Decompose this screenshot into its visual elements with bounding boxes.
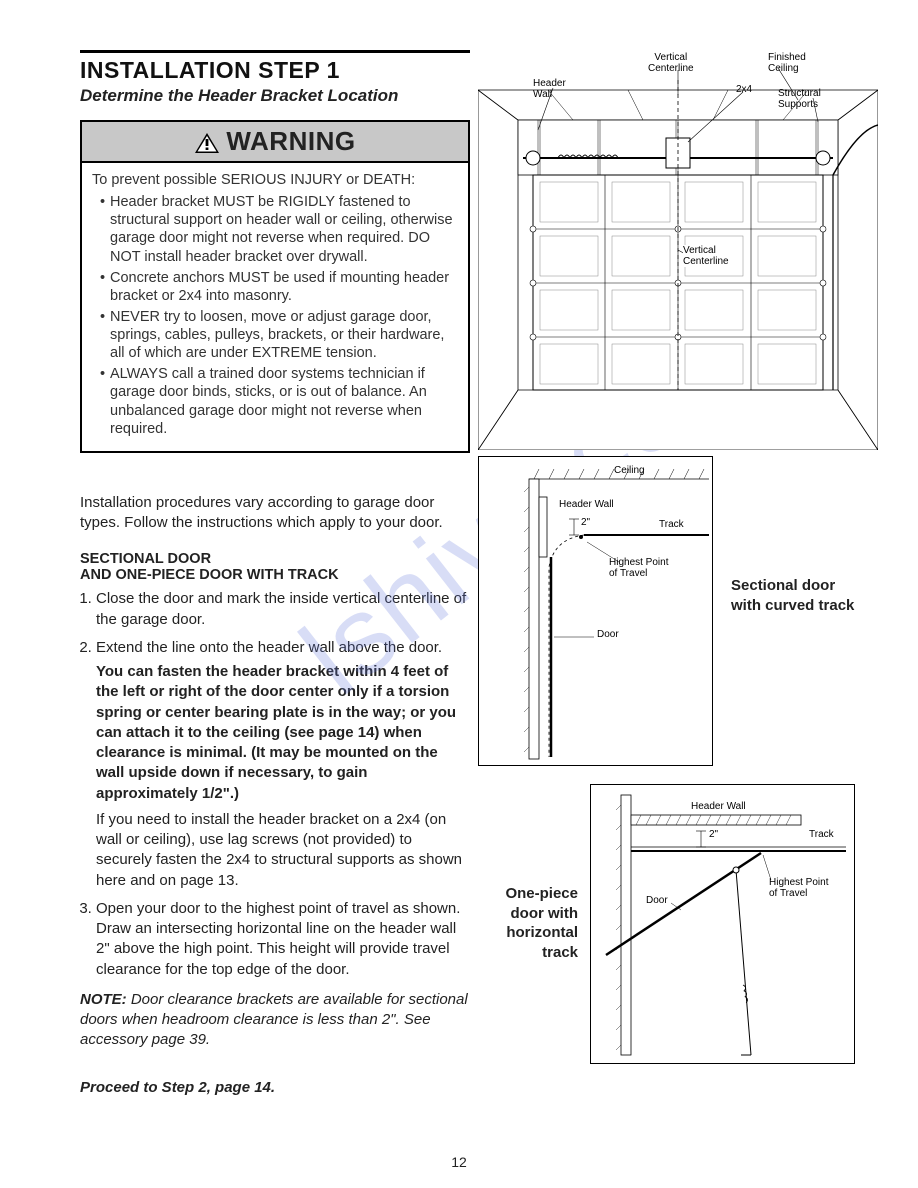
section-heading-line1: SECTIONAL DOOR bbox=[80, 551, 211, 567]
fig2-label-header-wall: Header Wall bbox=[559, 499, 614, 510]
warning-body: To prevent possible SERIOUS INJURY or DE… bbox=[82, 163, 468, 451]
fig3-label-highest: Highest Point of Travel bbox=[769, 877, 828, 899]
fig1-label-header-wall: Header Wall bbox=[533, 78, 566, 100]
warning-bullet: NEVER try to loosen, move or adjust gara… bbox=[100, 308, 458, 362]
fig3-label-2in: 2" bbox=[709, 829, 718, 840]
warning-bullet: Header bracket MUST be RIGIDLY fastened … bbox=[100, 193, 458, 266]
note: NOTE: Door clearance brackets are availa… bbox=[80, 990, 470, 1051]
step-text: Open your door to the highest point of t… bbox=[96, 900, 460, 978]
steps-list: Close the door and mark the inside verti… bbox=[80, 589, 470, 980]
intro-paragraph: Installation procedures vary according t… bbox=[80, 493, 470, 534]
figure-sectional-side: Ceiling Header Wall 2" Track Highest Poi… bbox=[478, 456, 713, 766]
step-2: Extend the line onto the header wall abo… bbox=[96, 638, 470, 891]
warning-triangle-icon bbox=[194, 132, 220, 154]
step-text: Close the door and mark the inside verti… bbox=[96, 590, 466, 627]
fig2-caption: Sectional door with curved track bbox=[731, 576, 861, 615]
rule-top bbox=[80, 50, 470, 53]
fig1-label-vcl-top: Vertical Centerline bbox=[648, 52, 694, 74]
warning-box: WARNING To prevent possible SERIOUS INJU… bbox=[80, 120, 470, 453]
step-text: Extend the line onto the header wall abo… bbox=[96, 639, 442, 656]
warning-bullet: Concrete anchors MUST be used if mountin… bbox=[100, 269, 458, 305]
fig2-label-2in: 2" bbox=[581, 517, 590, 528]
fig1-label-finished-ceiling: Finished Ceiling bbox=[768, 52, 806, 74]
fig2-label-track: Track bbox=[659, 519, 684, 530]
fig1-label-vcl-mid: Vertical Centerline bbox=[683, 245, 729, 267]
step-para: If you need to install the header bracke… bbox=[96, 810, 470, 891]
fig3-label-track: Track bbox=[809, 829, 834, 840]
fig1-label-structural: Structural Supports bbox=[778, 88, 821, 110]
step-bold: You can fasten the header bracket within… bbox=[96, 662, 470, 804]
warning-bullet: ALWAYS call a trained door systems techn… bbox=[100, 365, 458, 438]
fig2-label-highest: Highest Point of Travel bbox=[609, 557, 668, 579]
section-heading-line2: AND ONE-PIECE DOOR WITH TRACK bbox=[80, 567, 339, 583]
section-heading: SECTIONAL DOOR AND ONE-PIECE DOOR WITH T… bbox=[80, 551, 470, 583]
page-title: INSTALLATION STEP 1 bbox=[80, 57, 470, 84]
note-text: Door clearance brackets are available fo… bbox=[80, 991, 468, 1049]
fig3-label-door: Door bbox=[646, 895, 668, 906]
page-subtitle: Determine the Header Bracket Location bbox=[80, 86, 470, 106]
warning-lead: To prevent possible SERIOUS INJURY or DE… bbox=[92, 171, 458, 189]
figure-onepiece-side: Header Wall 2" Track Highest Point of Tr… bbox=[590, 784, 855, 1064]
warning-header-text: WARNING bbox=[226, 126, 355, 156]
fig3-caption: One-piece door with horizontal track bbox=[478, 884, 578, 962]
step-3: Open your door to the highest point of t… bbox=[96, 899, 470, 980]
step-1: Close the door and mark the inside verti… bbox=[96, 589, 470, 630]
page-number: 12 bbox=[451, 1154, 467, 1170]
figure-garage-front: Header Wall Vertical Centerline Finished… bbox=[478, 50, 878, 450]
proceed-text: Proceed to Step 2, page 14. bbox=[80, 1079, 470, 1096]
left-column: INSTALLATION STEP 1 Determine the Header… bbox=[80, 50, 470, 1096]
note-label: NOTE: bbox=[80, 991, 127, 1008]
fig3-label-header-wall: Header Wall bbox=[691, 801, 746, 812]
warning-header: WARNING bbox=[82, 122, 468, 163]
fig1-label-2x4: 2x4 bbox=[736, 84, 752, 95]
fig2-label-door: Door bbox=[597, 629, 619, 640]
fig2-label-ceiling: Ceiling bbox=[614, 465, 645, 476]
right-column: Header Wall Vertical Centerline Finished… bbox=[478, 50, 878, 1064]
